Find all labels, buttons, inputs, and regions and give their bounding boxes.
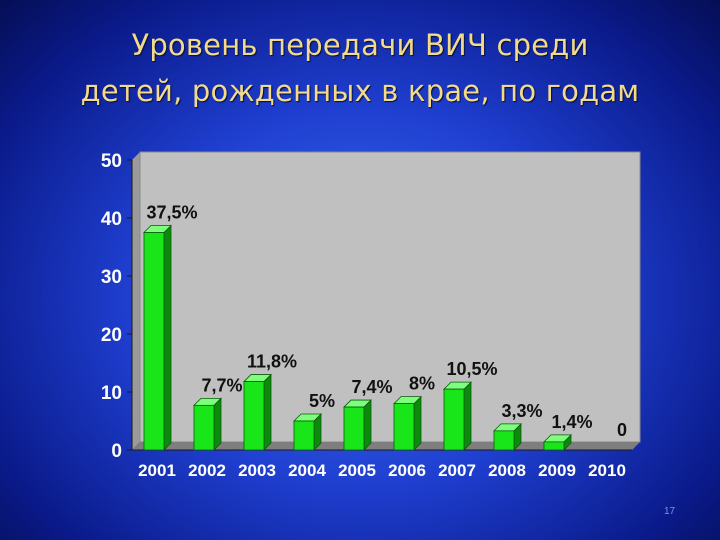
x-tick-label: 2009 (538, 461, 576, 480)
plot-side-wall (132, 152, 140, 450)
slide-title-line-2: детей, рожденных в крае, по годам (80, 74, 640, 108)
data-label: 0 (617, 420, 627, 440)
x-tick-label: 2006 (388, 461, 426, 480)
bar (543, 441, 565, 451)
bar-side (263, 373, 272, 451)
slide-title-line-1: Уровень передачи ВИЧ среди (131, 28, 589, 62)
slide-title: Уровень передачи ВИЧ среди детей, рожден… (0, 22, 720, 114)
data-label: 37,5% (146, 203, 197, 223)
data-label: 7,4% (351, 377, 392, 397)
bar (243, 381, 265, 451)
x-tick-label: 2003 (238, 461, 276, 480)
bar (343, 406, 365, 451)
y-tick-label: 30 (101, 267, 122, 288)
x-tick-label: 2008 (488, 461, 526, 480)
y-tick-label: 20 (101, 325, 122, 346)
bar (193, 404, 215, 451)
bar-side (463, 381, 472, 451)
data-label: 11,8% (247, 352, 297, 372)
data-label: 1,4% (551, 412, 592, 432)
y-tick-label: 10 (101, 383, 122, 404)
data-label: 3,3% (501, 401, 542, 421)
data-label: 7,7% (201, 375, 242, 395)
x-tick-label: 2010 (588, 461, 626, 480)
x-tick-label: 2007 (438, 461, 476, 480)
x-tick-label: 2002 (188, 461, 226, 480)
x-tick-label: 2001 (138, 461, 176, 480)
bar-side (363, 399, 372, 451)
data-label: 8% (409, 374, 435, 394)
data-label: 5% (309, 391, 335, 411)
x-tick-label: 2005 (338, 461, 376, 480)
page-number: 17 (664, 506, 676, 517)
y-tick-label: 50 (101, 151, 122, 172)
bar (143, 232, 165, 451)
plot-area (139, 151, 641, 443)
bar-side (413, 395, 422, 451)
y-tick-label: 0 (111, 441, 122, 462)
data-label: 10,5% (446, 359, 497, 379)
bar-side (213, 397, 222, 451)
bar (393, 403, 415, 451)
bar-side (163, 224, 172, 451)
bar (443, 388, 465, 451)
x-tick-label: 2004 (288, 461, 326, 480)
bar (493, 430, 515, 451)
bar (293, 420, 315, 451)
y-tick-label: 40 (101, 209, 122, 230)
